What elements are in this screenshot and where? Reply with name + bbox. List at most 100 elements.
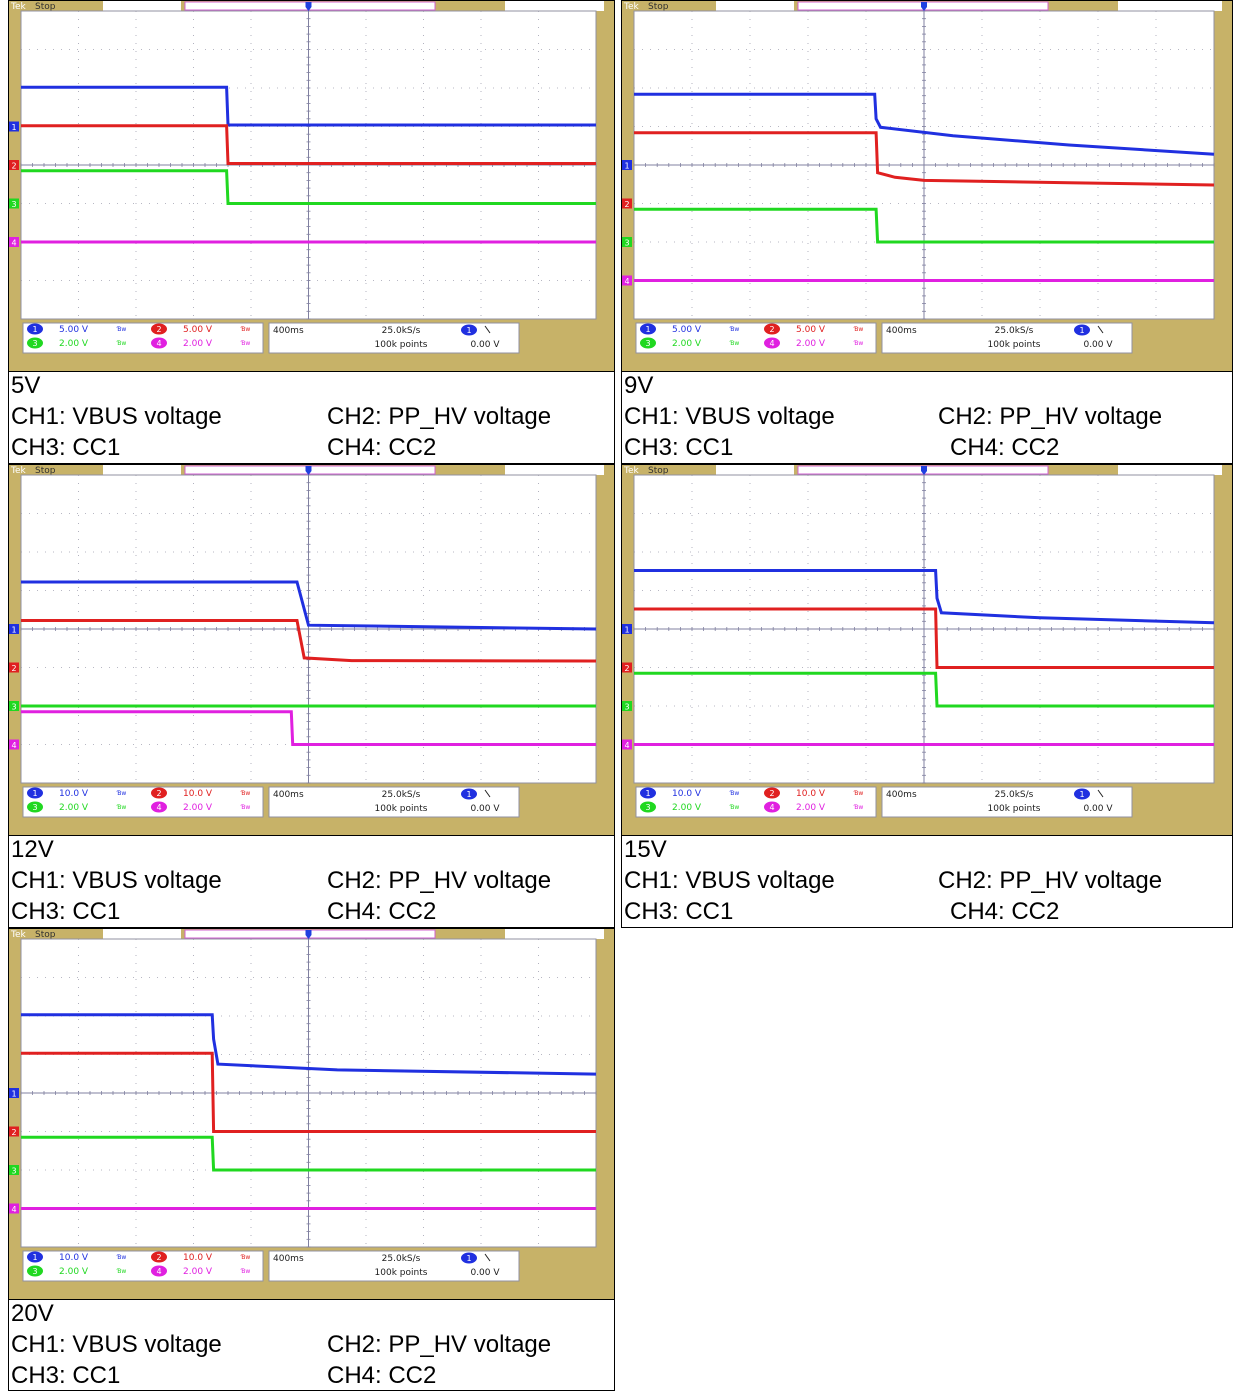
- ground-marker-label: 3: [11, 200, 16, 209]
- trigger-position-marker: [305, 466, 312, 475]
- ground-marker-ch4: [9, 739, 19, 750]
- caption-block: 15V CH1: VBUS voltage CH3: CC1 CH2: PP_H…: [622, 835, 1232, 927]
- channel-badge-ch4: [151, 801, 167, 813]
- waveform-ch4: [21, 710, 596, 746]
- ground-marker-label: 3: [624, 703, 629, 712]
- waveform-ch1: [634, 92, 1215, 156]
- bandwidth-limit-icon: Ɓw: [729, 790, 739, 797]
- scope-panel-9v: Tek Stop 1 2 3 4 1 5.00 V Ɓw 2 5.00 V Ɓw 3 2.00 V Ɓw 4 2…: [621, 0, 1233, 464]
- bandwidth-limit-icon: Ɓw: [853, 340, 863, 347]
- channel-badge-ch3: [640, 801, 656, 813]
- channel-badge-label: 2: [769, 325, 774, 334]
- channel-scale-ch4: 2.00 V: [183, 803, 213, 813]
- timebase-value: 400ms: [273, 790, 304, 800]
- waveform-ch3: [21, 1135, 596, 1172]
- timebase-value: 400ms: [886, 790, 917, 800]
- top-right-box: [505, 929, 604, 939]
- channel-scale-ch2: 10.0 V: [183, 1253, 213, 1263]
- bandwidth-limit-icon: Ɓw: [853, 804, 863, 811]
- channel-badge-ch3: [27, 801, 43, 813]
- timebase-box: [881, 786, 1133, 818]
- trigger-source-label: 1: [466, 1254, 471, 1263]
- channel-scale-ch4: 2.00 V: [796, 803, 826, 813]
- channel-badge-label: 2: [156, 1253, 161, 1262]
- timebase-box: [268, 786, 520, 818]
- tek-logo: Tek: [10, 2, 27, 12]
- caption-ch1: CH1: VBUS voltage: [11, 867, 222, 894]
- channel-badge-label: 2: [769, 789, 774, 798]
- tek-logo: Tek: [10, 930, 27, 940]
- caption-title: 20V: [11, 1300, 54, 1327]
- bandwidth-limit-icon: Ɓw: [116, 1254, 126, 1261]
- bandwidth-limit-icon: Ɓw: [116, 790, 126, 797]
- record-length: 100k points: [988, 804, 1041, 814]
- ground-marker-ch1: [622, 160, 632, 170]
- ground-marker-ch1: [9, 121, 19, 132]
- trigger-position-marker: [921, 466, 927, 475]
- bandwidth-limit-icon: Ɓw: [116, 804, 126, 811]
- record-length: 100k points: [375, 1268, 428, 1278]
- bandwidth-limit-icon: Ɓw: [116, 1268, 126, 1275]
- bandwidth-limit-icon: Ɓw: [116, 340, 126, 347]
- scope-screen: Tek Stop 1 2 3 4 1 10.0 V Ɓw 2 10.0 V Ɓw 3 2.00 V Ɓw 4 2…: [9, 929, 614, 1299]
- ground-marker-label: 3: [11, 703, 16, 712]
- channel-badge-ch4: [151, 1265, 167, 1277]
- bandwidth-limit-icon: Ɓw: [116, 326, 126, 333]
- channel-scale-ch1: 10.0 V: [59, 789, 89, 799]
- ground-marker-ch4: [9, 237, 19, 247]
- scope-panel-15v: Tek Stop 1 2 3 4 1 10.0 V Ɓw 2 10.0 V Ɓw 3 2.00 V Ɓw 4 2…: [621, 464, 1233, 928]
- ground-marker-label: 4: [624, 277, 629, 286]
- sample-rate: 25.0kS/s: [382, 790, 421, 800]
- channel-badge-ch2: [151, 787, 167, 799]
- caption-title: 5V: [11, 372, 41, 399]
- trigger-source-badge: [461, 1252, 477, 1264]
- channel-badge-label: 3: [645, 803, 650, 812]
- caption-ch4: CH4: CC2: [327, 898, 437, 925]
- scope-panel-20v: Tek Stop 1 2 3 4 1 10.0 V Ɓw 2 10.0 V Ɓw 3 2.00 V Ɓw 4 2…: [8, 928, 615, 1391]
- caption-title: 15V: [624, 836, 667, 863]
- waveform-ch2: [21, 619, 597, 663]
- channel-badge-ch2: [151, 323, 167, 335]
- bandwidth-limit-icon: Ɓw: [729, 340, 739, 347]
- trigger-source-label: 1: [466, 326, 471, 335]
- top-right-box: [1118, 465, 1222, 475]
- trigger-source-badge: [1074, 788, 1090, 800]
- ground-marker-label: 4: [11, 741, 16, 750]
- channel-badge-label: 1: [32, 789, 37, 798]
- ground-marker-label: 4: [624, 741, 629, 750]
- status-box: [716, 1, 794, 11]
- bandwidth-limit-icon: Ɓw: [729, 804, 739, 811]
- tek-logo: Tek: [623, 466, 640, 476]
- channel-badge-ch2: [764, 323, 780, 335]
- caption-ch2: CH2: PP_HV voltage: [327, 1331, 552, 1358]
- channel-badge-ch2: [151, 1251, 167, 1263]
- caption-ch1: CH1: VBUS voltage: [624, 403, 835, 430]
- bandwidth-limit-icon: Ɓw: [240, 1268, 250, 1275]
- ground-marker-ch1: [9, 624, 19, 634]
- timebase-box: [881, 322, 1133, 354]
- ground-marker-ch3: [9, 701, 19, 711]
- channel-scale-ch1: 10.0 V: [672, 789, 702, 799]
- channel-badge-ch4: [151, 337, 167, 349]
- ground-marker-ch3: [622, 701, 632, 711]
- channel-badge-label: 1: [32, 325, 37, 334]
- bandwidth-limit-icon: Ɓw: [240, 340, 250, 347]
- status-box: [103, 929, 181, 939]
- channel-scale-ch1: 5.00 V: [59, 325, 89, 335]
- waveform-ch2: [634, 131, 1215, 187]
- channel-scale-ch2: 5.00 V: [796, 325, 826, 335]
- timebase-box: [268, 322, 520, 354]
- ground-marker-label: 2: [11, 664, 16, 673]
- record-length: 100k points: [375, 804, 428, 814]
- status-box: [103, 1, 181, 11]
- channel-badge-ch2: [764, 787, 780, 799]
- caption-block: 5V CH1: VBUS voltage CH3: CC1 CH2: PP_HV…: [9, 371, 614, 463]
- channel-badge-label: 1: [32, 1253, 37, 1262]
- channel-badge-ch3: [640, 337, 656, 349]
- ground-marker-ch4: [622, 275, 632, 286]
- scope-screen: Tek Stop 1 2 3 4 1 10.0 V Ɓw 2 10.0 V Ɓw 3 2.00 V Ɓw 4 2…: [9, 465, 614, 835]
- timebase-value: 400ms: [273, 1254, 304, 1264]
- caption-ch1: CH1: VBUS voltage: [624, 867, 835, 894]
- waveform-ch2: [634, 607, 1214, 669]
- trigger-position-marker: [305, 930, 312, 939]
